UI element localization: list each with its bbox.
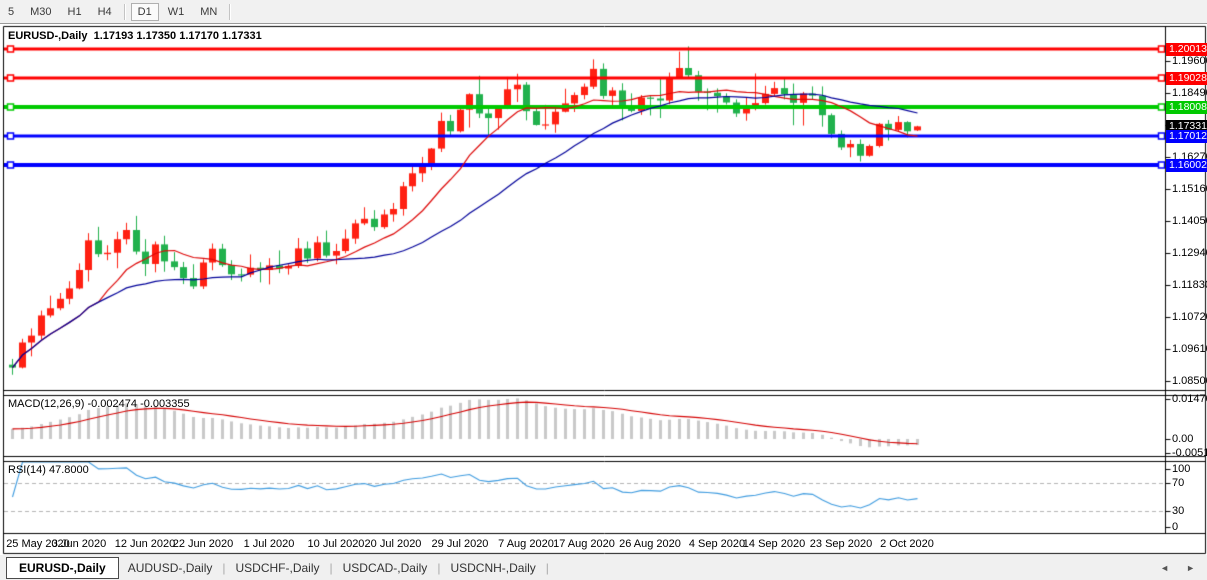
date-axis-label: 4 Sep 2020 (688, 538, 746, 550)
chart-title: EURUSD-,Daily 1.17193 1.17350 1.17170 1.… (8, 30, 262, 42)
price-scale-tick: 1.19600 (1172, 55, 1207, 68)
macd-scale-label: 0.014706 (1172, 392, 1207, 405)
tab-scroll-right-icon[interactable]: ► (1186, 563, 1195, 573)
rsi-scale-label: 70 (1172, 477, 1185, 489)
timeframe-button-mn[interactable]: MN (200, 5, 218, 18)
date-axis-label: 26 Aug 2020 (619, 538, 681, 550)
macd-scale-label: 0.00 (1172, 433, 1194, 445)
price-badge: 1.18008 (1166, 100, 1207, 114)
timeframe-button-w1[interactable]: W1 (167, 5, 185, 18)
price-scale-tick: 1.18490 (1172, 87, 1207, 100)
date-axis-label: 14 Sep 2020 (742, 538, 806, 550)
tab-eurusd-daily[interactable]: EURUSD-,Daily (6, 556, 119, 579)
date-axis-label: 23 Sep 2020 (809, 538, 873, 550)
chart-tab-bar: EURUSD-,Daily AUDUSD-,Daily | USDCHF-,Daily… (0, 555, 1207, 580)
timeframe-toolbar: 5 M30 H1 H4 D1 W1 MN (0, 0, 1207, 24)
date-axis-label: 10 Jul 2020 (307, 538, 365, 550)
date-axis-label: 17 Aug 2020 (553, 538, 615, 550)
price-badge: 1.16002 (1166, 158, 1207, 172)
timeframe-button-5[interactable]: 5 (8, 5, 15, 18)
date-axis-label: 7 Aug 2020 (498, 538, 554, 550)
date-axis-label: 25 May 2020 (6, 538, 70, 550)
timeframe-button-h4[interactable]: H4 (97, 5, 112, 18)
date-axis-label: 20 Jul 2020 (364, 538, 422, 550)
timeframe-button-h1[interactable]: H1 (67, 5, 82, 18)
tab-usdcnh-daily[interactable]: USDCNH-,Daily (450, 560, 536, 575)
price-scale-tick: 1.15160 (1172, 182, 1207, 195)
rsi-scale-label: 100 (1172, 463, 1191, 475)
rsi-scale-label: 0 (1172, 521, 1179, 533)
price-scale-tick: 1.08500 (1172, 374, 1207, 387)
macd-scale-label: -0.005113 (1172, 446, 1207, 459)
tab-separator: | (329, 560, 333, 575)
price-scale-tick: 1.09610 (1172, 342, 1207, 355)
price-scale-tick: 1.14050 (1172, 214, 1207, 227)
date-axis-label: 29 Jul 2020 (431, 538, 489, 550)
price-scale-tick: 1.11830 (1172, 278, 1207, 291)
date-axis-label: 1 Jul 2020 (243, 538, 295, 550)
date-axis-label: 22 Jun 2020 (172, 538, 234, 550)
macd-indicator-label: MACD(12,26,9) -0.002474 -0.003355 (8, 398, 190, 410)
toolbar-separator (123, 3, 126, 20)
timeframe-button-m30[interactable]: M30 (30, 5, 52, 18)
rsi-indicator-label: RSI(14) 47.8000 (8, 464, 89, 476)
date-axis-label: 12 Jun 2020 (114, 538, 176, 550)
tab-separator: | (545, 560, 549, 575)
price-badge: 1.20013 (1166, 42, 1207, 56)
rsi-scale-label: 30 (1172, 505, 1185, 517)
chart-canvas[interactable] (0, 0, 1207, 556)
toolbar-separator (229, 3, 232, 20)
timeframe-button-d1[interactable]: D1 (130, 2, 159, 21)
price-badge: 1.19028 (1166, 71, 1207, 85)
tab-usdcad-daily[interactable]: USDCAD-,Daily (342, 560, 428, 575)
price-badge: 1.17331 (1166, 119, 1207, 133)
date-axis-label: 3 Jun 2020 (51, 538, 107, 550)
tab-audusd-daily[interactable]: AUDUSD-,Daily (127, 560, 213, 575)
date-axis-label: 2 Oct 2020 (880, 538, 934, 550)
tab-scroll-left-icon[interactable]: ◄ (1160, 563, 1169, 573)
tab-usdchf-daily[interactable]: USDCHF-,Daily (235, 560, 320, 575)
price-badge: 1.17012 (1166, 129, 1207, 143)
price-scale-tick: 1.10720 (1172, 310, 1207, 323)
price-scale-tick: 1.12940 (1172, 246, 1207, 259)
tab-separator: | (437, 560, 441, 575)
tab-separator: | (222, 560, 226, 575)
